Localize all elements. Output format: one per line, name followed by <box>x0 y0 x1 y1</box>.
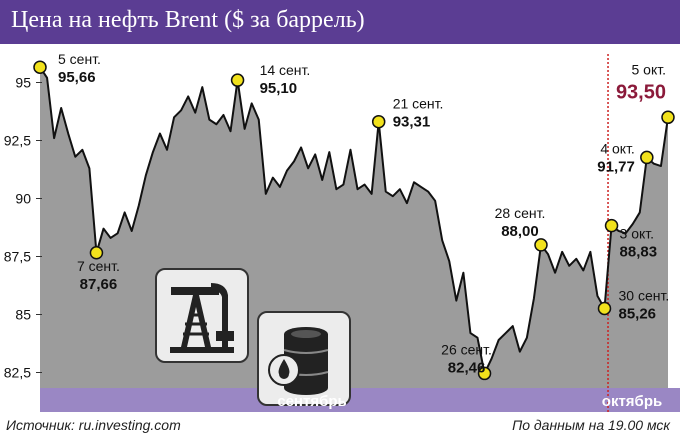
callout-value: 95,66 <box>58 69 96 86</box>
callout-date: 30 сент. <box>618 287 669 303</box>
callout-value: 95,10 <box>260 80 298 97</box>
month-label-october: октябрь <box>602 393 662 410</box>
callout-value: 88,83 <box>620 244 658 261</box>
y-tick-label: 85 <box>15 307 31 323</box>
data-point-marker <box>661 110 675 125</box>
source-note: Источник: ru.investing.com <box>6 417 181 433</box>
callout-date: 14 сент. <box>260 62 311 78</box>
data-point-marker <box>477 366 492 381</box>
price-line <box>39 66 669 375</box>
data-point-marker <box>89 246 104 260</box>
callout-date: 7 сент. <box>77 258 120 274</box>
oil-barrel-icon <box>257 311 351 406</box>
time-note: По данным на 19.00 мск <box>512 417 670 433</box>
callout-date: 4 окт. <box>600 140 635 156</box>
y-tick-label: 92,5 <box>4 133 31 149</box>
callout-value: 88,00 <box>501 223 539 240</box>
data-point-marker <box>640 150 654 165</box>
month-band <box>40 388 680 412</box>
price-area <box>40 67 668 388</box>
data-point-marker <box>534 238 548 252</box>
callout-date: 5 сент. <box>58 51 101 67</box>
header-bar: Цена на нефть Brent ($ за баррель) <box>0 0 680 44</box>
callout-value: 91,77 <box>597 158 635 175</box>
data-point-marker <box>230 73 245 87</box>
callout-date: 5 окт. <box>632 61 667 77</box>
callout-date: 3 окт. <box>620 226 655 242</box>
data-point-marker <box>33 60 47 74</box>
callout-date: 28 сент. <box>495 205 546 221</box>
brent-price-chart: 95 92,5 90 87,5 85 82,5 5 сент. 95,66 7 сент. 87… <box>4 51 680 412</box>
data-point-marker <box>371 114 386 129</box>
callout-value: 87,66 <box>80 276 118 293</box>
callout-date: 21 сент. <box>393 96 444 112</box>
callout-value: 93,31 <box>393 114 431 131</box>
oil-pump-icon <box>155 268 249 363</box>
y-tick-label: 82,5 <box>4 365 31 381</box>
data-point-marker <box>604 218 619 233</box>
chart-title: Цена на нефть Brent ($ за баррель) <box>11 7 365 33</box>
callout-value: 93,50 <box>616 81 666 103</box>
month-label-september: сентябрь <box>277 393 347 410</box>
data-point-marker <box>597 301 612 316</box>
y-tick-label: 90 <box>15 191 31 207</box>
callout-value: 82,46 <box>448 359 486 376</box>
y-tick-label: 87,5 <box>4 249 31 265</box>
y-tick-label: 95 <box>15 75 31 91</box>
callout-value: 85,26 <box>618 305 656 322</box>
callout-date: 26 сент. <box>441 341 492 357</box>
